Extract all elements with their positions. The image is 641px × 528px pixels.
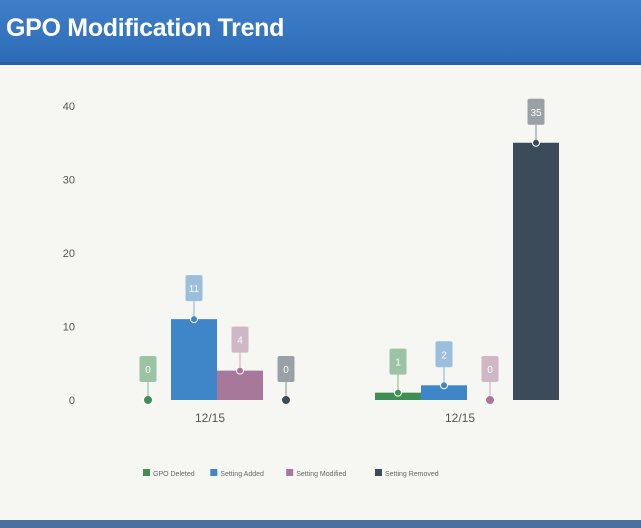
legend-swatch[interactable] bbox=[210, 469, 218, 476]
y-axis: 0 10 20 30 40 bbox=[63, 101, 75, 407]
bars-group: 0 11 4 0 1 2 0 35 bbox=[139, 98, 559, 405]
data-label: 0 bbox=[283, 365, 289, 376]
legend-swatch[interactable] bbox=[143, 469, 150, 476]
widget-bottom-border bbox=[0, 520, 641, 528]
bar[interactable] bbox=[217, 370, 263, 400]
data-label-box bbox=[277, 356, 295, 382]
data-label-box bbox=[139, 356, 157, 382]
data-label: 11 bbox=[189, 284, 200, 295]
x-tick-label: 12/15 bbox=[445, 411, 475, 425]
x-axis: 12/15 12/15 bbox=[195, 411, 475, 425]
legend-swatch[interactable] bbox=[286, 469, 294, 476]
data-label-box bbox=[527, 98, 545, 125]
bar[interactable] bbox=[421, 385, 467, 400]
data-label-box bbox=[435, 341, 453, 368]
y-tick-label: 10 bbox=[63, 322, 75, 334]
data-label: 2 bbox=[441, 350, 447, 361]
legend[interactable]: GPO Deleted Setting Added Setting Modified… bbox=[143, 469, 439, 478]
x-tick-label: 12/15 bbox=[195, 411, 225, 425]
legend-label[interactable]: Setting Added bbox=[220, 471, 264, 478]
y-tick-label: 40 bbox=[63, 101, 75, 113]
chart-title: GPO Modification Trend bbox=[6, 14, 285, 42]
y-tick-label: 0 bbox=[69, 395, 75, 407]
data-label-box bbox=[185, 275, 203, 302]
widget-header: GPO Modification Trend bbox=[0, 0, 641, 65]
y-tick-label: 20 bbox=[63, 248, 75, 260]
legend-label[interactable]: Setting Modified bbox=[296, 471, 346, 478]
data-label: 35 bbox=[530, 108, 542, 119]
bar[interactable] bbox=[171, 319, 217, 400]
y-tick-label: 30 bbox=[63, 175, 75, 187]
legend-label[interactable]: GPO Deleted bbox=[153, 471, 195, 478]
data-label-box bbox=[389, 348, 407, 375]
data-label: 0 bbox=[487, 365, 493, 376]
data-label: 1 bbox=[395, 358, 401, 369]
data-label-box bbox=[231, 326, 249, 353]
legend-swatch[interactable] bbox=[375, 469, 382, 476]
data-label-box bbox=[481, 356, 499, 382]
data-label: 0 bbox=[145, 365, 151, 376]
data-label: 4 bbox=[237, 336, 243, 347]
bar[interactable] bbox=[513, 142, 559, 400]
legend-label[interactable]: Setting Removed bbox=[385, 471, 439, 478]
